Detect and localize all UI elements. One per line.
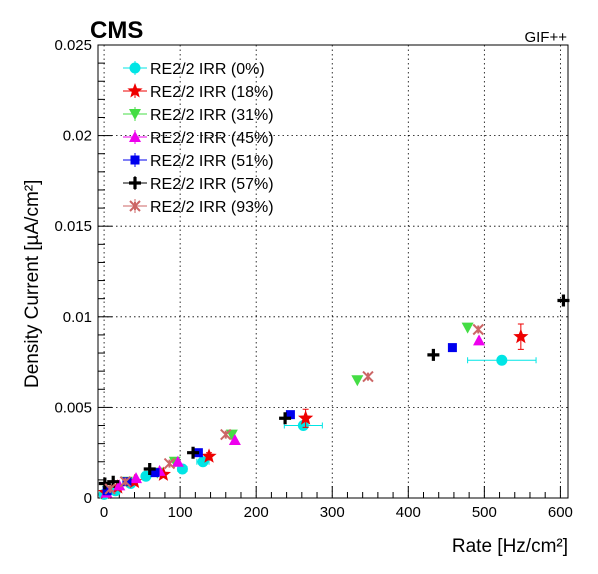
series-5 [98, 294, 570, 490]
legend-label: RE2/2 IRR (31%) [150, 107, 274, 124]
data-point [130, 472, 143, 484]
legend-entry: RE2/2 IRR (93%) [123, 199, 274, 216]
data-point [298, 410, 314, 425]
x-tick-label: 200 [244, 504, 269, 521]
y-axis-title: Density Current [µA/cm²] [22, 180, 43, 388]
data-point [143, 463, 156, 476]
data-point [150, 468, 160, 478]
legend-entry: RE2/2 IRR (51%) [123, 153, 274, 170]
series-6 [104, 323, 484, 495]
data-points [98, 294, 570, 500]
y-tick-label: 0.02 [63, 128, 92, 145]
legend-entry: RE2/2 IRR (18%) [123, 83, 274, 101]
y-tick-label: 0.01 [63, 309, 92, 326]
x-tick-label: 300 [320, 504, 345, 521]
legend-marker [129, 131, 141, 142]
data-point [113, 479, 126, 491]
data-point [98, 477, 111, 490]
legend-entry: RE2/2 IRR (0%) [123, 61, 265, 78]
data-point [104, 483, 116, 495]
legend-marker [129, 177, 141, 189]
y-tick-label: 0.025 [54, 37, 92, 54]
y-tick-label: 0 [84, 490, 92, 507]
legend-entry: RE2/2 IRR (31%) [123, 107, 274, 124]
y-tick-label: 0.015 [54, 218, 92, 235]
data-point [362, 370, 374, 383]
data-point [119, 475, 132, 488]
legend-entry: RE2/2 IRR (45%) [123, 130, 274, 147]
legend-entry: RE2/2 IRR (57%) [123, 176, 274, 193]
data-point [472, 323, 484, 336]
plot-frame [97, 44, 569, 499]
legend: RE2/2 IRR (0%) RE2/2 IRR (18%) RE2/2 IRR (… [123, 61, 274, 216]
x-tick-label: 600 [548, 504, 573, 521]
data-point [163, 457, 176, 470]
data-point [228, 434, 241, 446]
legend-label: RE2/2 IRR (51%) [150, 153, 274, 170]
legend-marker [127, 83, 143, 98]
legend-label: RE2/2 IRR (45%) [150, 130, 274, 147]
data-point [220, 428, 232, 441]
legend-label: RE2/2 IRR (18%) [150, 84, 274, 101]
data-point [351, 375, 364, 387]
legend-label: RE2/2 IRR (0%) [150, 61, 265, 78]
data-point [557, 294, 570, 307]
legend-marker [130, 155, 140, 165]
data-point [187, 446, 200, 459]
legend-marker [129, 200, 141, 212]
x-tick-label: 100 [168, 504, 193, 521]
data-point [427, 348, 440, 361]
data-point [513, 328, 529, 344]
x-axis-title: Rate [Hz/cm²] [452, 536, 568, 557]
cms-logo-text: CMS [90, 17, 143, 44]
data-point [201, 448, 217, 463]
legend-label: RE2/2 IRR (57%) [150, 176, 274, 193]
data-point [447, 343, 457, 353]
legend-label: RE2/2 IRR (93%) [150, 199, 274, 216]
data-point [171, 455, 184, 467]
data-point [473, 334, 486, 346]
y-tick-label: 0.005 [54, 399, 92, 416]
legend-marker [129, 109, 141, 120]
x-tick-label: 500 [472, 504, 497, 521]
facility-label: GIF++ [524, 29, 567, 46]
x-tick-label: 0 [100, 504, 108, 521]
data-point [122, 477, 132, 487]
data-point [279, 412, 292, 425]
axis-ticks: 0 100 200 300 400 500 600 0 0.005 0.01 0.015 0.02 0.… [54, 37, 572, 521]
data-point [285, 410, 295, 420]
x-tick-label: 400 [396, 504, 421, 521]
data-point [496, 354, 508, 366]
data-point [461, 322, 474, 334]
legend-marker [129, 62, 141, 74]
